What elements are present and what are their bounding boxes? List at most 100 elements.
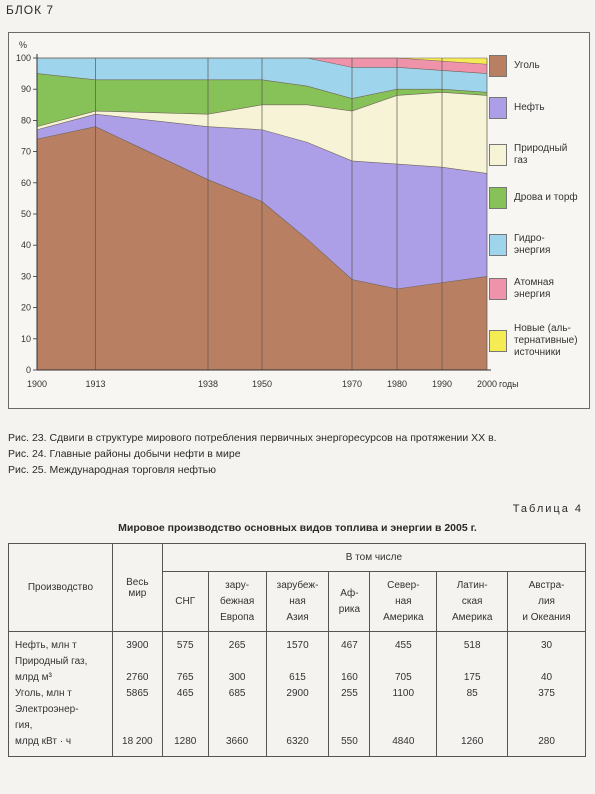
y-unit-label: %: [19, 40, 27, 50]
value-cell-1-2: 765: [176, 672, 194, 683]
value-cell-5-5: [370, 718, 436, 734]
value-cell-7-5: [508, 718, 585, 734]
series-boundary-1: [36, 113, 488, 174]
table-header-row-1: Производство Весь мир В том числе: [8, 543, 587, 632]
row-label-line-4: Электроэнер-: [15, 704, 79, 715]
legend-item-3: Дрова и торф: [489, 187, 578, 209]
value-cell-2-3: 685: [228, 688, 246, 699]
legend-swatch-0: [489, 55, 507, 77]
value-cell-2-1: [209, 654, 266, 670]
y-tick-label-2: 20: [21, 303, 31, 313]
value-cell-3-0: 1570: [286, 640, 309, 651]
value-cell-7-1: [508, 654, 585, 670]
series-boundary-0: [36, 126, 488, 290]
header-region-0: СНГ: [161, 571, 209, 632]
energy-chart-svg: 0 10 20 30 40 50 60 70 80 90 100% 1900 1913 1938 1950 1…: [16, 40, 519, 389]
header-region-3: Аф- рика: [328, 571, 371, 632]
value-column-0: 3900 2760 5865 18 200: [111, 631, 163, 757]
legend-swatch-6: [489, 330, 507, 352]
value-cell-5-4: [370, 702, 436, 718]
value-cell-4-3: 255: [341, 688, 358, 699]
legend-label-6: Новые (аль- тернативные) источники: [514, 323, 578, 358]
value-column-2: 265 300 685 3660: [207, 631, 267, 757]
value-cell-3-1: [267, 654, 329, 670]
table-title: Мировое производство основных видов топл…: [118, 522, 477, 534]
y-tick-label-8: 80: [21, 115, 31, 125]
x-tick-label-0: 1900: [27, 379, 47, 389]
value-cell-0-1: [113, 654, 162, 670]
value-cell-1-5: [163, 718, 208, 734]
value-column-5: 455 705 1100 4840: [369, 631, 438, 757]
value-cell-3-2: 615: [289, 672, 306, 683]
legend-item-1: Нефть: [489, 97, 545, 119]
energy-chart: 0 10 20 30 40 50 60 70 80 90 100% 1900 1913 1938 1950 1…: [8, 32, 590, 409]
header-region-6: Австра- лия и Океания: [507, 571, 586, 632]
value-cell-2-5: [209, 718, 266, 734]
value-cell-4-5: [329, 718, 369, 734]
value-cell-7-6: 280: [538, 736, 555, 747]
value-cell-6-4: [437, 702, 507, 718]
table-header-row-2: СНГ зару- бежная Европа зарубеж- ная Азия А…: [9, 571, 586, 632]
value-cell-0-0: 3900: [126, 640, 149, 651]
y-tick-label-10: 100: [16, 53, 31, 63]
series-boundary-3: [36, 73, 488, 99]
legend-swatch-5: [489, 278, 507, 300]
x-unit-label: годы: [499, 379, 519, 389]
x-tick-label-7: 2000: [477, 379, 497, 389]
row-label-line-3: Уголь, млн т: [15, 688, 72, 699]
legend-label-5: Атомная энергия: [514, 277, 554, 300]
value-cell-6-6: 1260: [461, 736, 484, 747]
y-tick-label-6: 60: [21, 178, 31, 188]
legend-label-1: Нефть: [514, 102, 545, 113]
value-cell-4-0: 467: [341, 640, 358, 651]
legend-label-4: Гидро- энергия: [514, 233, 551, 256]
value-cell-6-1: [437, 654, 507, 670]
value-cell-0-6: 18 200: [122, 736, 153, 747]
value-cell-4-6: 550: [341, 736, 358, 747]
y-tick-label-1: 10: [21, 334, 31, 344]
legend-label-0: Уголь: [514, 60, 540, 71]
x-tick-label-6: 1990: [432, 379, 452, 389]
table-data-row: Нефть, млн т Природный газ, млрд м³ Уголь, …: [8, 631, 586, 757]
value-cell-0-4: [113, 702, 162, 718]
value-cell-5-2: 705: [394, 672, 412, 683]
value-cell-7-4: [508, 702, 585, 718]
header-region-1: зару- бежная Европа: [207, 571, 267, 632]
header-region-2: зарубеж- ная Азия: [265, 571, 330, 632]
y-tick-label-4: 40: [21, 240, 31, 250]
caption-fig-24: Рис. 24. Главные районы добычи нефти в м…: [8, 448, 241, 460]
value-cell-6-5: [437, 718, 507, 734]
y-tick-label-3: 30: [21, 271, 31, 281]
row-label-line-1: Природный газ,: [15, 656, 88, 667]
x-tick-label-4: 1970: [342, 379, 362, 389]
x-tick-label-5: 1980: [387, 379, 407, 389]
value-cell-1-3: 465: [176, 688, 194, 699]
area-series-5: [37, 58, 487, 74]
legend-item-0: Уголь: [489, 55, 540, 77]
y-tick-label-0: 0: [26, 365, 31, 375]
value-cell-1-1: [163, 654, 208, 670]
value-cell-1-6: 1280: [174, 736, 197, 747]
y-tick-label-5: 50: [21, 209, 31, 219]
row-labels-cell: Нефть, млн т Природный газ, млрд м³ Уголь, …: [8, 631, 113, 757]
value-column-4: 467 160 255 550: [328, 631, 371, 757]
series-boundary-2: [36, 92, 488, 127]
value-column-3: 1570 615 2900 6320: [265, 631, 330, 757]
value-cell-1-0: 575: [176, 640, 194, 651]
legend-swatch-4: [489, 234, 507, 256]
value-cell-7-3: 375: [538, 688, 555, 699]
value-cell-5-3: 1100: [392, 688, 415, 699]
y-tick-label-9: 90: [21, 84, 31, 94]
value-cell-1-4: [163, 702, 208, 718]
legend-swatch-3: [489, 187, 507, 209]
value-cell-6-0: 518: [463, 640, 481, 651]
figure-captions: Рис. 23. Сдвиги в структуре мирового пот…: [8, 430, 588, 478]
value-cell-2-2: 300: [228, 672, 246, 683]
header-region-4: Север- ная Америка: [369, 571, 438, 632]
row-label-line-5: гия,: [15, 720, 33, 731]
value-column-1: 575 765 465 1280: [161, 631, 209, 757]
value-column-6: 518 175 85 1260: [436, 631, 509, 757]
value-cell-5-6: 4840: [392, 736, 415, 747]
legend-label-3: Дрова и торф: [514, 192, 578, 203]
value-cell-5-1: [370, 654, 436, 670]
